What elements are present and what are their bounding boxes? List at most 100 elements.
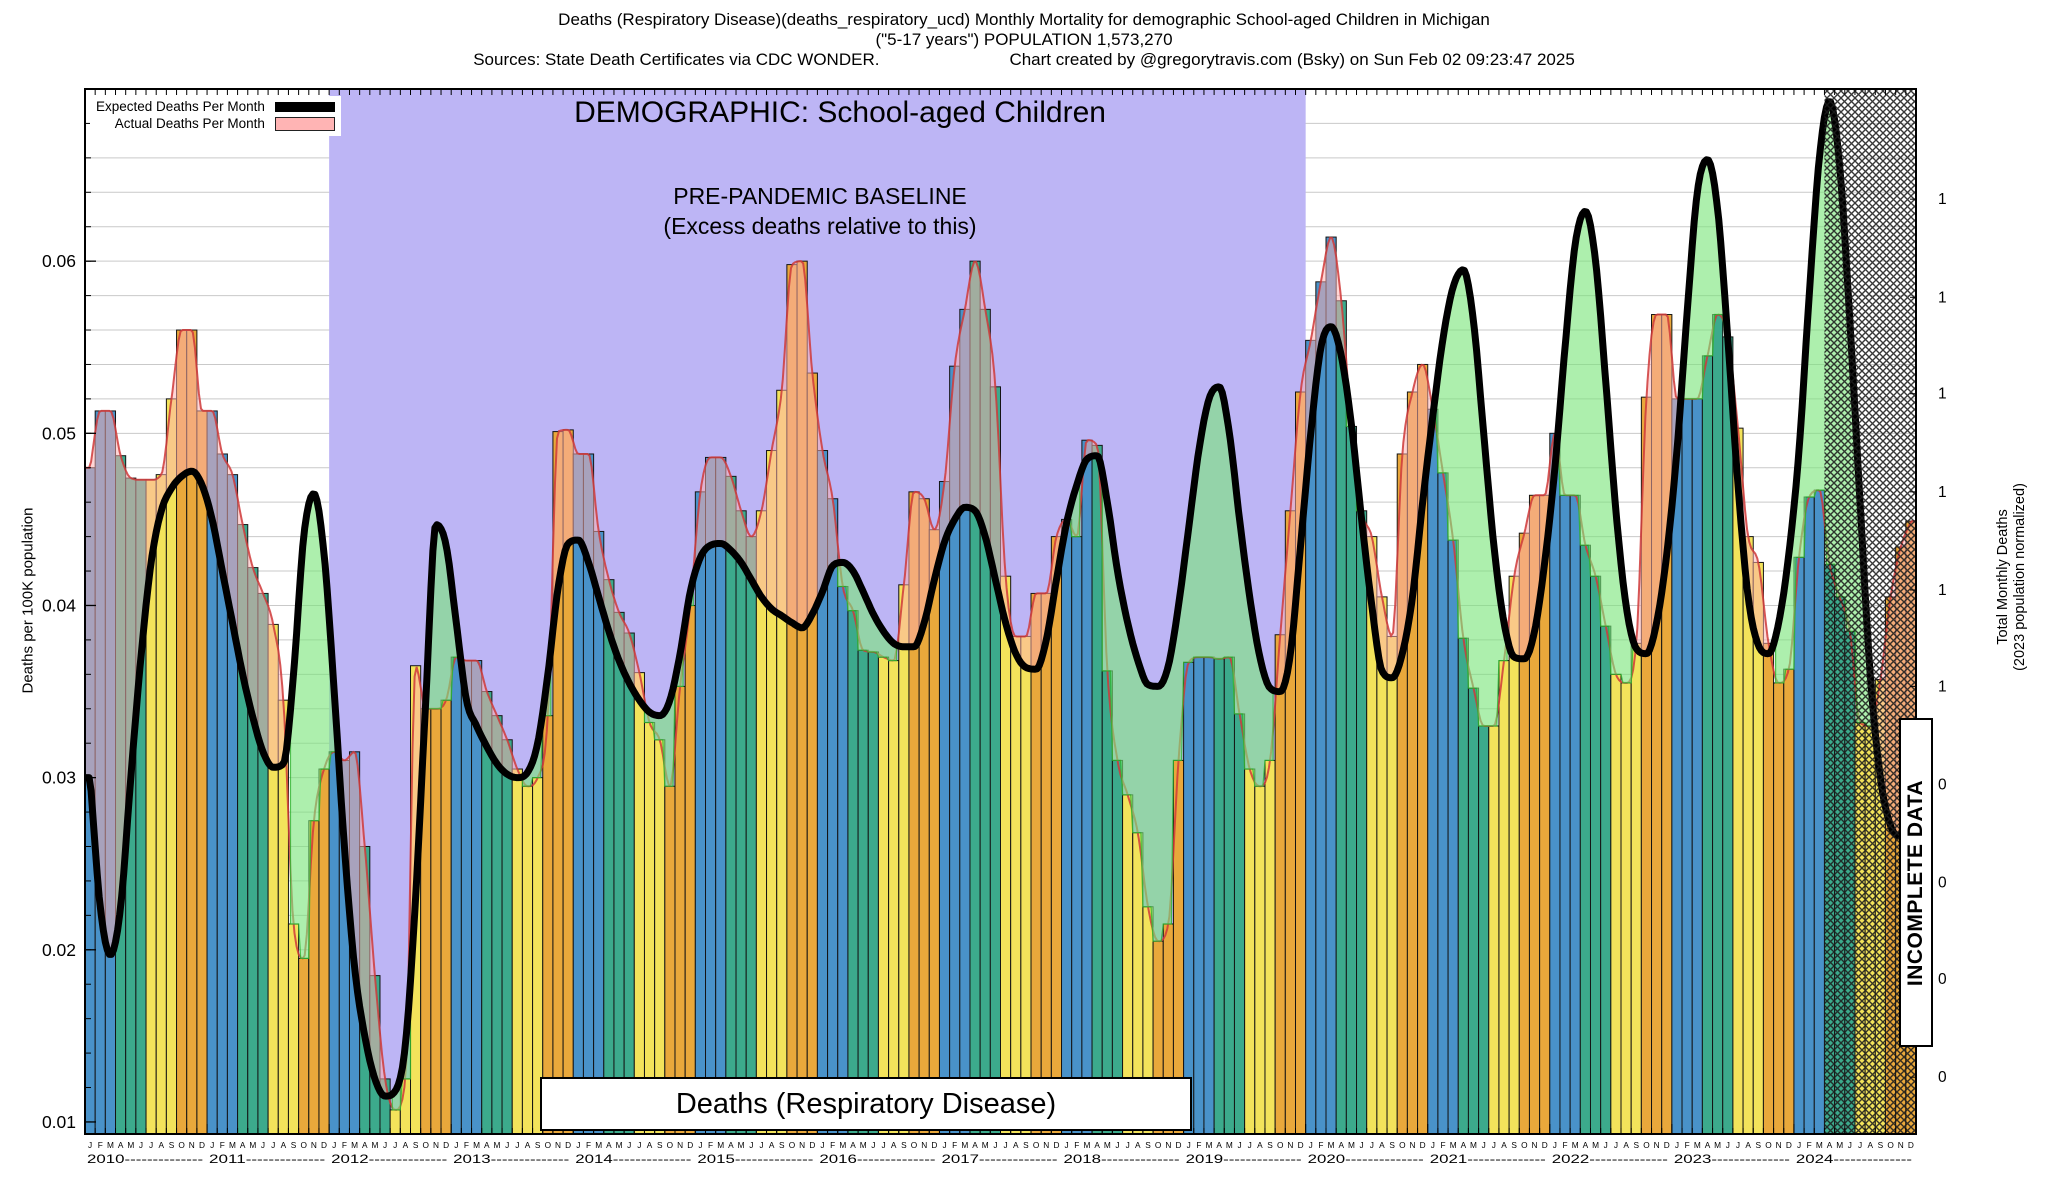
month-letter: A <box>1745 1140 1751 1150</box>
bar-month <box>938 481 951 1134</box>
month-letter: J <box>1614 1140 1618 1150</box>
month-letter: D <box>1542 1140 1548 1150</box>
month-letter: N <box>1776 1140 1782 1150</box>
bar-month <box>1335 300 1347 1134</box>
month-letter: D <box>321 1140 327 1150</box>
month-letter: J <box>1360 1140 1364 1150</box>
legend-actual-label: Actual Deaths Per Month <box>114 116 265 131</box>
bar-month <box>705 456 717 1134</box>
month-letter: A <box>1135 1140 1141 1150</box>
month-letter: S <box>1511 1140 1517 1150</box>
bar-month <box>1467 687 1480 1134</box>
month-letter: M <box>595 1140 602 1150</box>
month-letter: F <box>1563 1140 1568 1150</box>
bar-month <box>1223 656 1235 1134</box>
month-letter: M <box>473 1140 480 1150</box>
y-axis-tick-label-right: 1 <box>1938 582 1947 599</box>
month-letter: J <box>749 1140 753 1150</box>
bar-month <box>1264 759 1276 1134</box>
month-letter: M <box>1450 1140 1457 1150</box>
month-letter: J <box>1675 1140 1679 1150</box>
month-letter: D <box>687 1140 693 1150</box>
month-letter: N <box>1898 1140 1904 1150</box>
month-letter: M <box>107 1140 114 1150</box>
bar-month <box>1589 575 1602 1134</box>
month-letter: A <box>1013 1140 1019 1150</box>
month-letter: J <box>1126 1140 1130 1150</box>
y-axis-tick-label-right: 1 <box>1938 484 1947 501</box>
year-label: 2023-------------- <box>1674 1154 1790 1166</box>
month-letter: A <box>1583 1140 1589 1150</box>
month-letter: J <box>271 1140 275 1150</box>
month-letter: F <box>220 1140 225 1150</box>
month-letter: J <box>1492 1140 1496 1150</box>
bar-month <box>1620 682 1632 1134</box>
expected-line-swatch <box>274 101 335 112</box>
month-letter: J <box>1309 1140 1313 1150</box>
month-letter: M <box>1104 1140 1111 1150</box>
month-letter: S <box>413 1140 419 1150</box>
bar-month <box>1356 510 1368 1134</box>
plot-area <box>85 89 1916 1134</box>
month-letter: N <box>677 1140 683 1150</box>
month-letter: O <box>1277 1140 1284 1150</box>
month-letter: A <box>606 1140 612 1150</box>
bar-month <box>1701 355 1714 1134</box>
y-axis-title-left: Deaths per 100K population <box>19 507 37 694</box>
month-letter: N <box>1654 1140 1660 1150</box>
month-letter: N <box>555 1140 561 1150</box>
bar-month <box>827 498 839 1134</box>
year-label: 2010-------------- <box>87 1154 203 1166</box>
baseline-label-line2: (Excess deaths relative to this) <box>663 213 977 239</box>
bar-month <box>1040 592 1052 1134</box>
month-letter: O <box>789 1140 796 1150</box>
bar-month <box>1437 472 1449 1134</box>
month-letter: M <box>860 1140 867 1150</box>
bar-month <box>511 768 523 1134</box>
month-letter: J <box>698 1140 702 1150</box>
bar-month <box>491 715 503 1134</box>
month-letter: D <box>443 1140 449 1150</box>
month-letter: J <box>393 1140 397 1150</box>
month-letter: J <box>139 1140 143 1150</box>
month-letter: F <box>342 1140 347 1150</box>
month-letter: D <box>809 1140 815 1150</box>
bar-month <box>1569 494 1581 1134</box>
bar-month <box>1203 656 1215 1134</box>
month-letter: J <box>1248 1140 1252 1150</box>
month-letter: D <box>1786 1140 1792 1150</box>
month-letter: F <box>708 1140 713 1150</box>
month-letter: O <box>423 1140 430 1150</box>
bar-month <box>1559 494 1571 1134</box>
month-letter: F <box>952 1140 957 1150</box>
month-letter: N <box>1287 1140 1293 1150</box>
month-letter: M <box>1328 1140 1335 1150</box>
month-letter: J <box>1431 1140 1435 1150</box>
legend-expected-label: Expected Deaths Per Month <box>96 99 265 114</box>
bar-month <box>1630 642 1642 1134</box>
month-letter: A <box>850 1140 856 1150</box>
month-letter: J <box>1736 1140 1740 1150</box>
month-letter: J <box>1797 1140 1801 1150</box>
month-letter: N <box>1043 1140 1049 1150</box>
series-title-box: Deaths (Respiratory Disease) <box>540 1077 1192 1131</box>
bar-month <box>1579 544 1591 1134</box>
bar-month <box>521 785 534 1134</box>
year-label: 2024-------------- <box>1796 1154 1912 1166</box>
month-letter: J <box>1858 1140 1862 1150</box>
bar-month <box>888 660 900 1134</box>
month-letter: A <box>1623 1140 1629 1150</box>
credit-text: Chart created by @gregorytravis.com (Bsk… <box>1009 50 1575 69</box>
bar-month <box>1447 539 1459 1134</box>
bar-month <box>725 475 737 1134</box>
month-letter: N <box>433 1140 439 1150</box>
month-letter: M <box>616 1140 623 1150</box>
month-letter: J <box>1115 1140 1119 1150</box>
month-letter: F <box>1074 1140 1079 1150</box>
month-letter: J <box>637 1140 641 1150</box>
bar-month <box>1325 236 1337 1134</box>
month-letter: F <box>1196 1140 1201 1150</box>
bar-month <box>1610 673 1622 1134</box>
y-axis-tick-label-right: 0 <box>1938 971 1947 988</box>
